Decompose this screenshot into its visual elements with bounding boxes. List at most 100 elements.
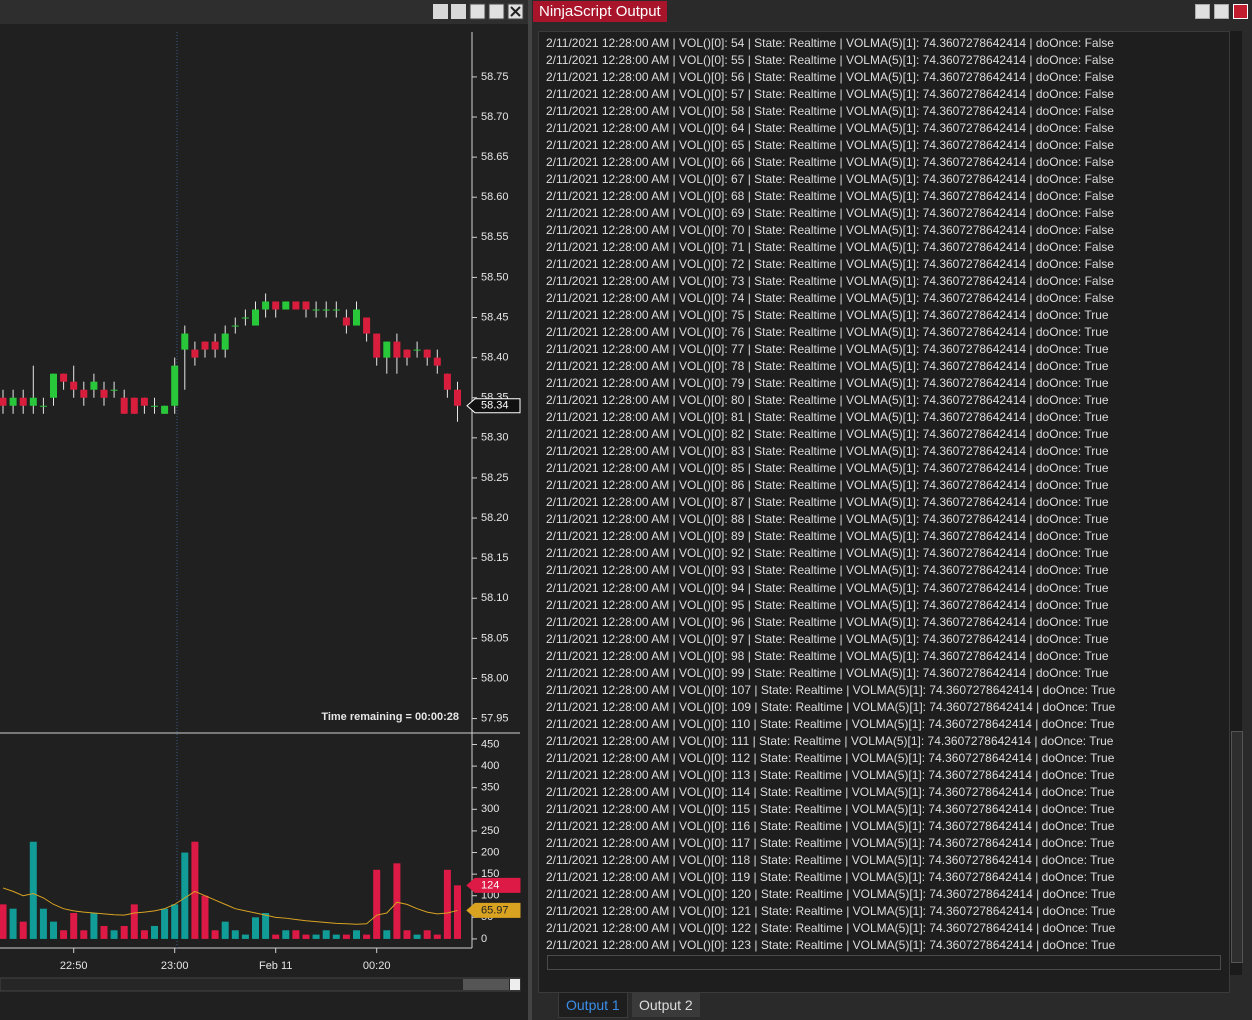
x-tick-label: Feb 11: [259, 960, 292, 972]
candle-body: [454, 389, 461, 406]
candle-body: [221, 333, 229, 350]
volume-bar: [60, 930, 68, 939]
candle-body: [443, 373, 451, 390]
tab[interactable]: Output 2: [632, 993, 700, 1017]
volume-bar: [292, 930, 300, 939]
maximize-button[interactable]: [488, 3, 505, 20]
candle-body: [201, 341, 209, 350]
output-line: 2/11/2021 12:28:00 AM | VOL()[0]: 110 | …: [546, 716, 1115, 731]
output-line: 2/11/2021 12:28:00 AM | VOL()[0]: 116 | …: [546, 818, 1115, 833]
y-tick-label: 58.10: [481, 592, 509, 604]
output-line: 2/11/2021 12:28:00 AM | VOL()[0]: 109 | …: [546, 699, 1116, 714]
window-button[interactable]: [451, 4, 466, 19]
y-tick-label: 58.25: [481, 472, 509, 484]
volume-bar: [231, 930, 239, 939]
candle-body: [322, 309, 330, 311]
scroll-thumb[interactable]: [1231, 731, 1243, 963]
candle-body: [70, 381, 78, 390]
candle-body: [120, 397, 128, 414]
output-line: 2/11/2021 12:28:00 AM | VOL()[0]: 85 | S…: [546, 461, 1109, 476]
y-tick-label: 58.70: [481, 111, 509, 123]
scrollbar[interactable]: [0, 977, 521, 992]
output-line: 2/11/2021 12:28:00 AM | VOL()[0]: 83 | S…: [546, 444, 1109, 459]
output-line: 2/11/2021 12:28:00 AM | VOL()[0]: 123 | …: [546, 937, 1116, 952]
volume-bar: [70, 913, 78, 939]
output-line: 2/11/2021 12:28:00 AM | VOL()[0]: 118 | …: [546, 852, 1115, 867]
y-tick-label: 0: [481, 933, 487, 945]
candle-body: [423, 349, 431, 358]
candle-body: [262, 301, 270, 310]
close-icon: [510, 6, 521, 17]
chart-background: [0, 24, 528, 1020]
output-window: NinjaScript Output 2/11/2021 12:28:00 AM…: [532, 0, 1252, 1020]
chart-window: Time remaining = 00:00:28 58.75 58.70 58.6…: [0, 0, 528, 1020]
output-line: 2/11/2021 12:28:00 AM | VOL()[0]: 99 | S…: [546, 665, 1109, 680]
output-line: 2/11/2021 12:28:00 AM | VOL()[0]: 72 | S…: [546, 257, 1114, 272]
output-line: 2/11/2021 12:28:00 AM | VOL()[0]: 98 | S…: [546, 648, 1109, 663]
output-line: 2/11/2021 12:28:00 AM | VOL()[0]: 122 | …: [546, 920, 1116, 935]
output-line: 2/11/2021 12:28:00 AM | VOL()[0]: 58 | S…: [546, 104, 1114, 119]
output-line: 2/11/2021 12:28:00 AM | VOL()[0]: 71 | S…: [546, 240, 1114, 255]
volume-bar: [39, 908, 47, 939]
candle-body: [100, 389, 108, 398]
volume-bar: [9, 908, 17, 939]
output-line: 2/11/2021 12:28:00 AM | VOL()[0]: 74 | S…: [546, 291, 1114, 306]
scroll-thumb[interactable]: [463, 979, 509, 990]
candle-body: [0, 397, 7, 406]
output-line: 2/11/2021 12:28:00 AM | VOL()[0]: 70 | S…: [546, 223, 1114, 238]
output-line: 2/11/2021 12:28:00 AM | VOL()[0]: 68 | S…: [546, 189, 1114, 204]
minimize-button[interactable]: [469, 3, 486, 20]
candle-body: [191, 349, 199, 358]
output-line: 2/11/2021 12:28:00 AM | VOL()[0]: 120 | …: [546, 886, 1116, 901]
splitter[interactable]: [528, 0, 532, 1020]
value-marker: [466, 902, 521, 918]
window-title: NinjaScript Output: [533, 1, 667, 22]
output-line: 2/11/2021 12:28:00 AM | VOL()[0]: 64 | S…: [546, 121, 1114, 136]
scrollbar[interactable]: [1230, 31, 1243, 975]
minimize-button[interactable]: [1195, 4, 1210, 19]
volume-bar: [342, 934, 350, 939]
candle-body: [181, 333, 189, 350]
output-area: 2/11/2021 12:28:00 AM | VOL()[0]: 54 | S…: [538, 31, 1230, 993]
candle-body: [302, 301, 310, 310]
output-line: 2/11/2021 12:28:00 AM | VOL()[0]: 112 | …: [546, 750, 1115, 765]
candle-body: [211, 341, 219, 350]
output-line: 2/11/2021 12:28:00 AM | VOL()[0]: 82 | S…: [546, 427, 1109, 442]
volume-bar: [272, 934, 280, 939]
volume-bar: [413, 934, 421, 939]
volume-bar: [140, 930, 148, 939]
scroll-arrow[interactable]: [510, 979, 520, 990]
output-line: 2/11/2021 12:28:00 AM | VOL()[0]: 114 | …: [546, 784, 1115, 799]
candle-body: [282, 301, 290, 310]
candle-body: [332, 309, 340, 311]
close-button[interactable]: [1233, 4, 1248, 19]
candle-body: [433, 357, 441, 366]
y-tick-label: 300: [481, 803, 499, 815]
volume-bar: [80, 930, 88, 939]
volume-bar: [443, 869, 451, 939]
candle-body: [373, 333, 381, 358]
output-line: 2/11/2021 12:28:00 AM | VOL()[0]: 86 | S…: [546, 478, 1109, 493]
value-marker-label: 58.34: [481, 400, 509, 412]
volume-bar: [312, 934, 320, 939]
candle-body: [80, 389, 88, 398]
volume-bar: [0, 904, 7, 939]
output-line: 2/11/2021 12:28:00 AM | VOL()[0]: 57 | S…: [546, 87, 1114, 102]
maximize-button[interactable]: [1214, 4, 1229, 19]
output-lines: 2/11/2021 12:28:00 AM | VOL()[0]: 54 | S…: [546, 35, 1115, 954]
output-line: 2/11/2021 12:28:00 AM | VOL()[0]: 78 | S…: [546, 359, 1109, 374]
value-marker-label: 65.97: [481, 904, 509, 916]
window-button[interactable]: [433, 4, 448, 19]
output-line: 2/11/2021 12:28:00 AM | VOL()[0]: 117 | …: [546, 835, 1115, 850]
y-tick-label: 350: [481, 782, 499, 794]
volume-bar: [252, 917, 259, 939]
tab[interactable]: Output 1: [558, 993, 628, 1018]
plot: 58.75 58.70 58.65 58.60 58.55 58.50 58.45 58.40…: [0, 71, 509, 972]
volume-bar: [19, 921, 27, 939]
y-tick-label: 450: [481, 738, 499, 750]
output-line: 2/11/2021 12:28:00 AM | VOL()[0]: 77 | S…: [546, 342, 1109, 357]
y-tick-label: 58.20: [481, 512, 509, 524]
output-line: 2/11/2021 12:28:00 AM | VOL()[0]: 79 | S…: [546, 376, 1109, 391]
output-input[interactable]: [547, 955, 1221, 970]
output-line: 2/11/2021 12:28:00 AM | VOL()[0]: 93 | S…: [546, 563, 1109, 578]
